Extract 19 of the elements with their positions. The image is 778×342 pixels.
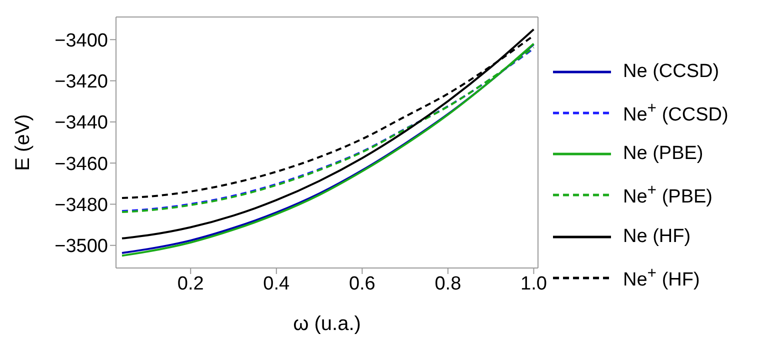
y-tick-label: −3400 <box>54 30 108 52</box>
y-axis-title: E (eV) <box>12 114 34 171</box>
x-tick-label: 0.4 <box>263 273 290 294</box>
legend-label: Ne$^{+}$ (CCSD) <box>623 100 728 126</box>
x-tick-label: 0.2 <box>177 273 204 294</box>
y-tick-label: −3460 <box>54 154 108 175</box>
y-tick-label: −3480 <box>54 194 108 216</box>
x-tick-label: 0.8 <box>434 273 462 294</box>
y-tick-label: −3440 <box>54 112 108 134</box>
legend-label: Ne (HF) <box>623 226 691 248</box>
y-tick-label: −3500 <box>54 236 108 258</box>
legend-label: Ne$^{+}$ (HF) <box>623 264 700 291</box>
x-axis-title: ω (u.a.) <box>293 313 361 335</box>
legend-label: Ne (PBE) <box>623 143 704 166</box>
legend-label: Ne (CCSD) <box>623 61 720 83</box>
x-tick-label: 0.6 <box>348 273 376 294</box>
legend-label: Ne$^{+}$ (PBE) <box>623 182 712 209</box>
y-tick-label: −3420 <box>54 72 108 93</box>
x-tick-label: 1.0 <box>520 273 547 294</box>
